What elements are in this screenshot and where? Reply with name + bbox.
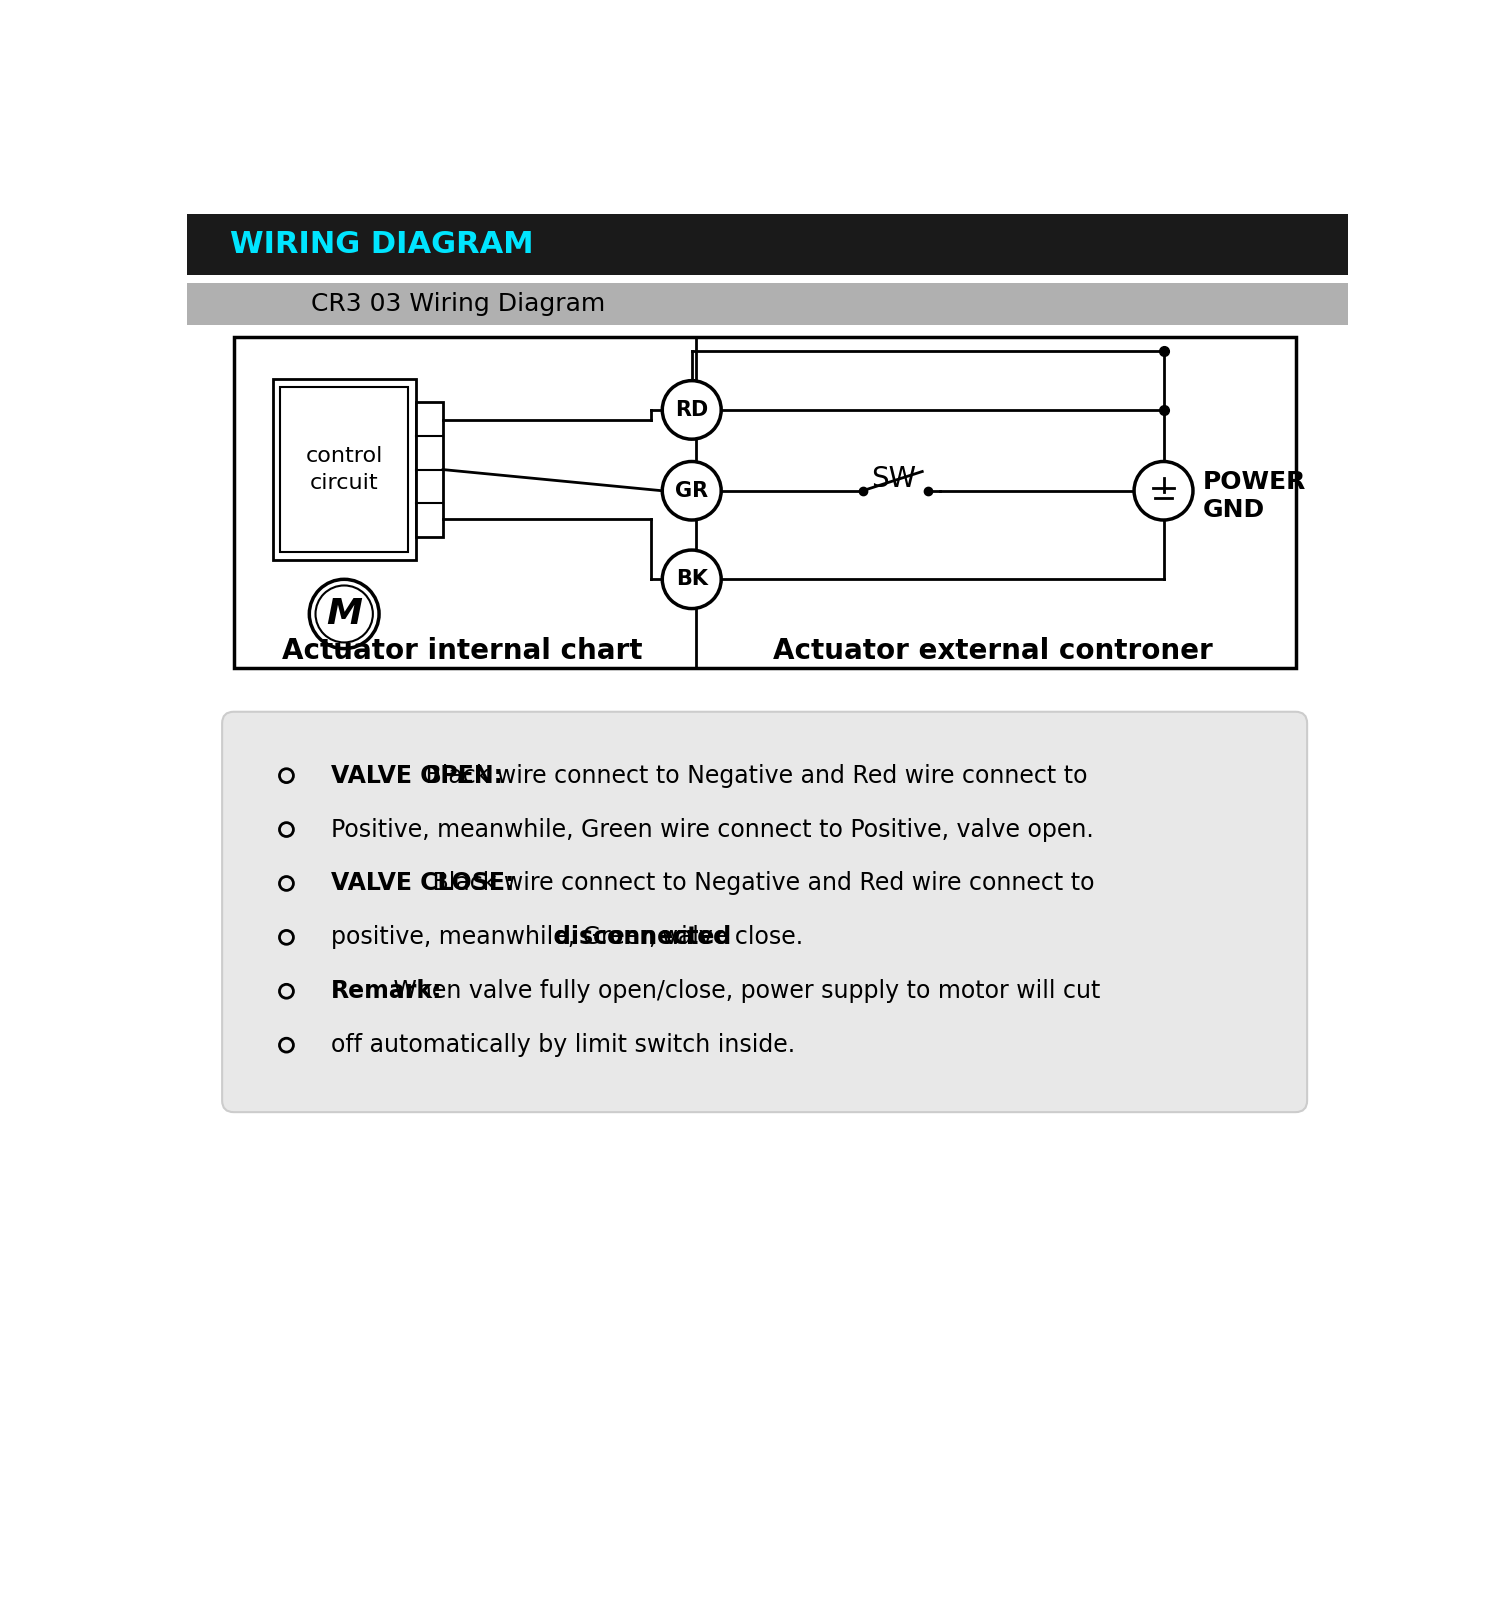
Text: When valve fully open/close, power supply to motor will cut: When valve fully open/close, power suppl… <box>386 979 1101 1003</box>
FancyBboxPatch shape <box>280 387 407 552</box>
FancyBboxPatch shape <box>187 283 1348 325</box>
Text: off automatically by limit switch inside.: off automatically by limit switch inside… <box>331 1034 795 1058</box>
FancyBboxPatch shape <box>416 402 443 538</box>
Text: Remark:: Remark: <box>331 979 442 1003</box>
Circle shape <box>662 381 721 438</box>
Text: WIRING DIAGRAM: WIRING DIAGRAM <box>229 230 533 259</box>
FancyBboxPatch shape <box>273 379 416 560</box>
Text: control: control <box>306 446 383 466</box>
Text: Black wire connect to Negative and Red wire connect to: Black wire connect to Negative and Red w… <box>425 872 1095 896</box>
Circle shape <box>309 579 379 648</box>
FancyBboxPatch shape <box>234 336 1296 667</box>
Text: Actuator external controner: Actuator external controner <box>773 637 1213 666</box>
Circle shape <box>662 461 721 520</box>
Circle shape <box>1134 461 1192 520</box>
Text: M: M <box>327 597 363 630</box>
FancyBboxPatch shape <box>222 712 1308 1112</box>
Text: Positive, meanwhile, Green wire connect to Positive, valve open.: Positive, meanwhile, Green wire connect … <box>331 818 1094 842</box>
Text: GND: GND <box>1203 498 1264 522</box>
Text: GR: GR <box>676 480 709 501</box>
Circle shape <box>662 550 721 608</box>
Text: POWER: POWER <box>1203 469 1306 493</box>
Text: VALVE CLOSE:: VALVE CLOSE: <box>331 872 514 896</box>
Text: disconnected: disconnected <box>554 925 731 949</box>
FancyBboxPatch shape <box>187 213 1348 275</box>
Text: , valve close.: , valve close. <box>649 925 803 949</box>
Text: CR3 03 Wiring Diagram: CR3 03 Wiring Diagram <box>312 291 605 315</box>
Text: circuit: circuit <box>310 474 379 493</box>
Text: Black wire connect to Negative and Red wire connect to: Black wire connect to Negative and Red w… <box>418 763 1088 787</box>
Text: RD: RD <box>676 400 709 419</box>
Text: VALVE OPEN:: VALVE OPEN: <box>331 763 503 787</box>
Text: BK: BK <box>676 570 707 589</box>
Text: Actuator internal chart: Actuator internal chart <box>282 637 643 666</box>
Circle shape <box>316 586 373 643</box>
Text: positive, meanwhile, Green wire: positive, meanwhile, Green wire <box>331 925 719 949</box>
Text: SW: SW <box>870 466 917 493</box>
